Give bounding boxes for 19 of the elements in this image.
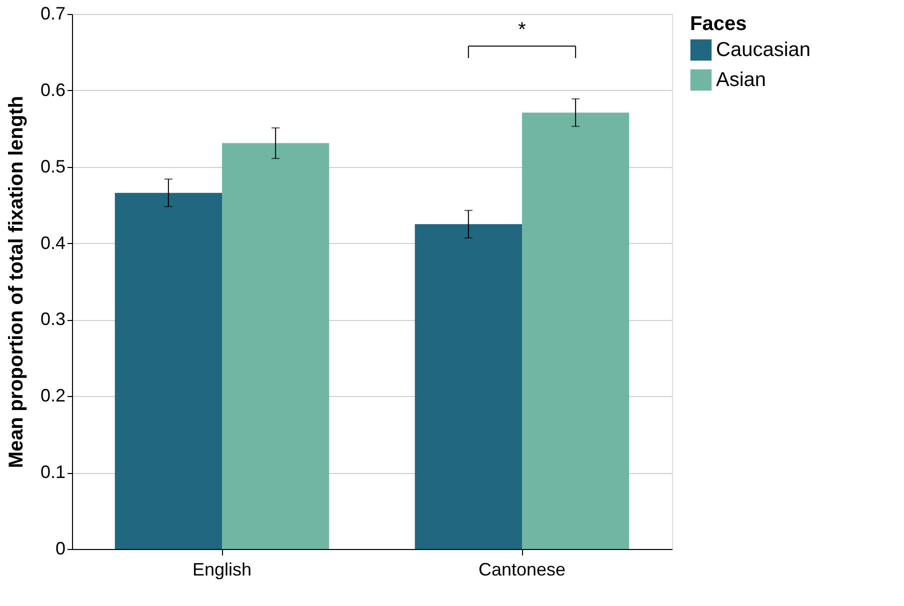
y-tick-label: 0.1 (40, 462, 66, 482)
legend-title: Faces (690, 13, 747, 35)
x-tick-label: Cantonese (478, 560, 566, 580)
y-tick-label: 0 (55, 538, 66, 558)
bar (522, 112, 630, 549)
annotation: * (518, 19, 526, 42)
y-tick-label: 0.4 (40, 232, 66, 253)
legend-label: Asian (716, 69, 766, 91)
y-tick-label: 0.2 (40, 386, 66, 406)
bar (222, 143, 330, 549)
y-tick-label: 0.5 (40, 156, 66, 176)
bar (114, 192, 222, 549)
x-tick-label: English (192, 560, 252, 580)
y-tick-label: 0.7 (40, 4, 66, 24)
legend-label: Caucasian (716, 39, 811, 61)
y-axis-title: Mean proportion of total fixation length (5, 96, 28, 468)
y-tick-label: 0.6 (40, 80, 66, 100)
bar (414, 224, 522, 549)
y-tick-label: 0.3 (40, 309, 66, 330)
